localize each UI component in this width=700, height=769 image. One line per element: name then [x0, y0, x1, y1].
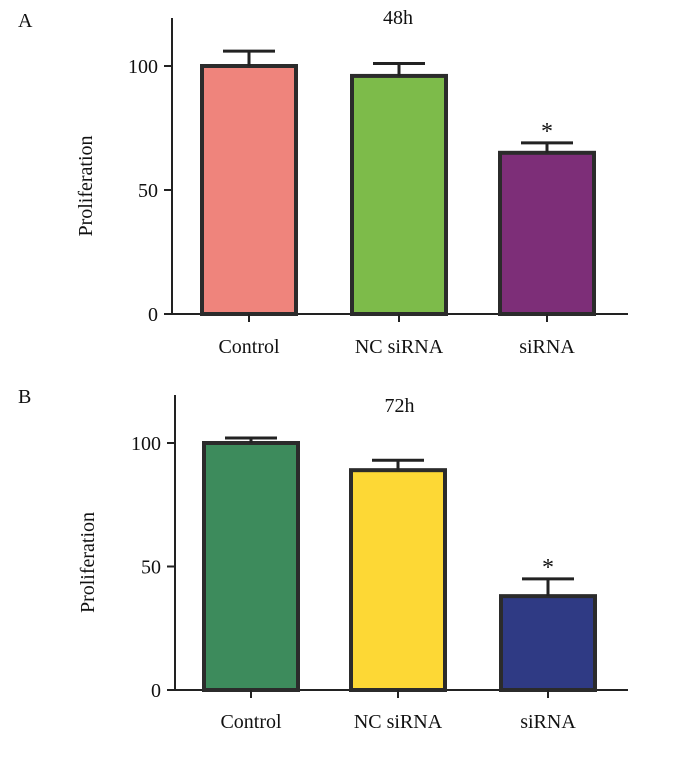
y-axis-label: Proliferation: [75, 135, 97, 236]
y-tick-label: 0: [151, 680, 161, 702]
y-tick-label: 0: [148, 304, 158, 326]
y-axis-label: Proliferation: [77, 512, 99, 613]
chart-title: 48h: [383, 7, 413, 29]
panel-letter: B: [18, 386, 31, 408]
y-tick-label: 100: [128, 56, 158, 78]
x-tick-label: Control: [218, 336, 280, 358]
y-tick-label: 50: [141, 557, 161, 579]
x-tick-label: Control: [220, 711, 282, 733]
chart-panel-b: B 72h 0 50 100 Proliferation Control NC siRNA * s…: [18, 386, 628, 733]
significance-marker: *: [542, 555, 554, 581]
bar: [349, 468, 447, 693]
bar: [350, 73, 448, 316]
chart-panel-a: A 48h 0 50 100 Proliferation Control NC siRNA * s…: [18, 7, 628, 358]
x-tick-label: siRNA: [519, 336, 575, 358]
bar: [499, 594, 597, 693]
x-tick-label: siRNA: [520, 711, 576, 733]
x-tick-label: NC siRNA: [355, 336, 444, 358]
panel-letter: A: [18, 10, 33, 32]
y-tick-label: 100: [131, 433, 161, 455]
bar: [202, 441, 300, 692]
x-tick-label: NC siRNA: [354, 711, 443, 733]
significance-marker: *: [541, 119, 553, 145]
y-tick-label: 50: [138, 180, 158, 202]
bar: [200, 64, 298, 316]
chart-title: 72h: [385, 395, 415, 417]
bar: [498, 150, 596, 316]
